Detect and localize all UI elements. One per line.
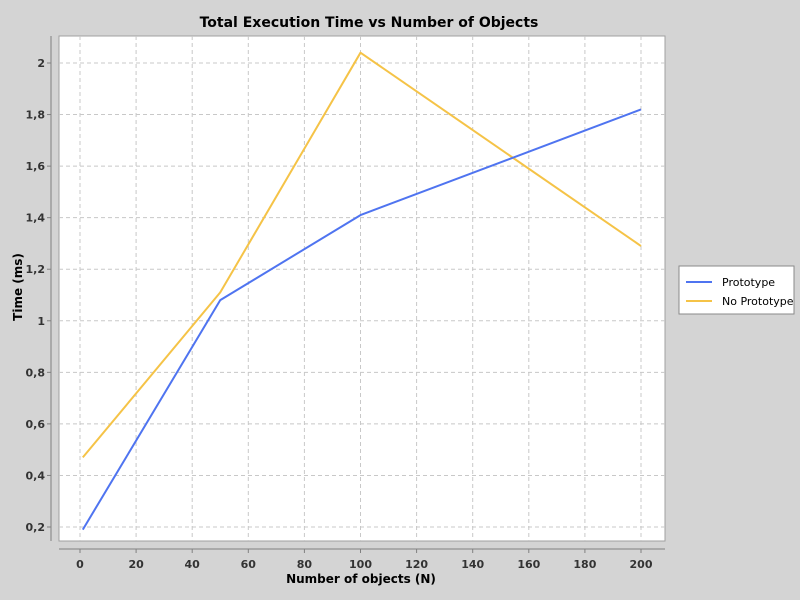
legend-box	[678, 265, 795, 315]
x-tick-label: 140	[461, 558, 484, 571]
x-tick-label: 20	[128, 558, 144, 571]
x-tick-label: 0	[76, 558, 84, 571]
y-axis-label: Time (ms)	[11, 253, 25, 321]
x-tick-label: 120	[405, 558, 428, 571]
y-tick-label: 1,8	[26, 109, 46, 122]
y-tick-label: 2	[37, 57, 45, 70]
x-axis-label: Number of objects (N)	[286, 572, 436, 586]
y-tick-label: 0,2	[26, 521, 46, 534]
y-tick-label: 0,8	[26, 366, 46, 379]
y-tick-label: 1	[37, 315, 45, 328]
series-line-prototype	[81, 108, 642, 531]
y-tick-label: 1,6	[26, 160, 46, 173]
y-tick-label: 0,6	[26, 418, 46, 431]
y-tick-label: 0,4	[26, 469, 46, 482]
series-lines	[81, 51, 642, 531]
x-axis: 0 20 40 60 80 100 120 140 160 180 200	[59, 548, 665, 571]
x-tick-label: 60	[241, 558, 257, 571]
plot-area	[58, 35, 666, 542]
grid-lines	[59, 36, 665, 541]
legend: Prototype No Prototype	[678, 265, 795, 315]
legend-entry-label: Prototype	[722, 276, 775, 289]
x-tick-label: 80	[297, 558, 313, 571]
x-tick-label: 200	[630, 558, 653, 571]
x-tick-label: 160	[517, 558, 540, 571]
x-tick-label: 100	[349, 558, 372, 571]
legend-entry-label: No Prototype	[722, 295, 794, 308]
y-tick-label: 1,4	[26, 212, 46, 225]
chart-title: Total Execution Time vs Number of Object…	[200, 15, 539, 31]
series-line-no-prototype	[82, 51, 642, 459]
y-tick-label: 1,2	[26, 263, 46, 276]
x-tick-label: 40	[185, 558, 201, 571]
y-axis: 0,2 0,4 0,6 0,8 1 1,2 1,4 1,6 1,8 2	[26, 36, 52, 541]
x-tick-label: 180	[573, 558, 596, 571]
